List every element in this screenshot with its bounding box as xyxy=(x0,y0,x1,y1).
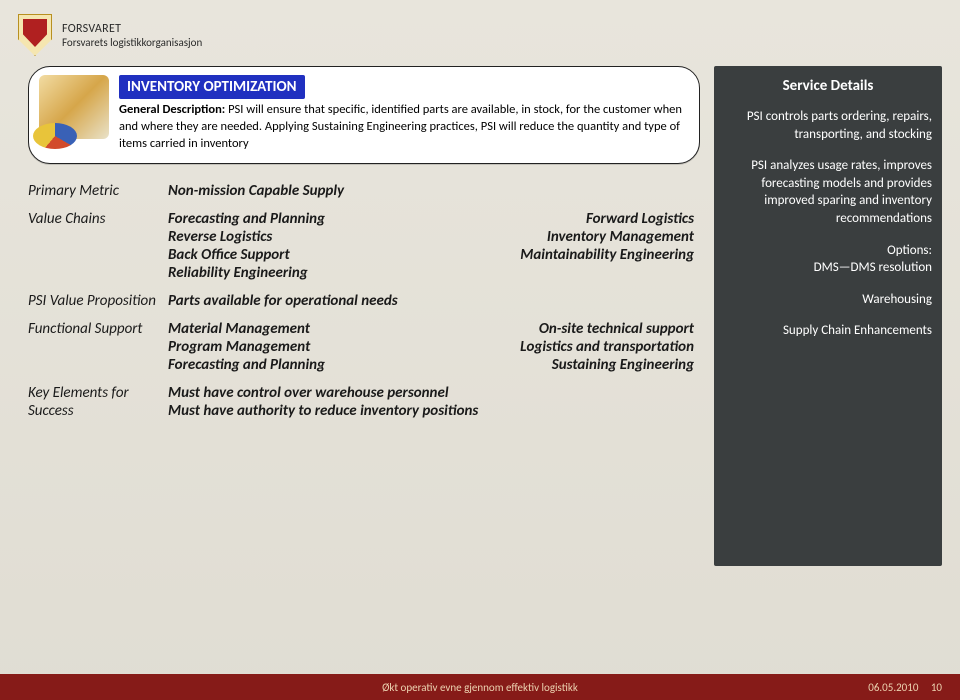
callout-thumbnail xyxy=(39,75,109,139)
functional-list: Material Management On-site technical sup… xyxy=(168,320,700,374)
sidebar-title: Service Details xyxy=(724,76,932,96)
sidebar: Service Details PSI controls parts order… xyxy=(714,66,942,566)
fn-1-r: Logistics and transportation xyxy=(520,338,694,356)
vc-0-r: Forward Logistics xyxy=(586,210,694,228)
header-text: FORSVARET Forsvarets logistikkorganisasj… xyxy=(62,22,202,49)
sidebar-p2: PSI analyzes usage rates, improves forec… xyxy=(724,157,932,227)
vc-2-r: Maintainability Engineering xyxy=(520,246,694,264)
callout-title: INVENTORY OPTIMIZATION xyxy=(119,75,305,99)
vc-2-l: Back Office Support xyxy=(168,246,290,264)
sidebar-p1: PSI controls parts ordering, repairs, tr… xyxy=(724,108,932,143)
callout-box: INVENTORY OPTIMIZATION General Descripti… xyxy=(28,66,700,164)
row-primary-metric: Primary Metric Non-mission Capable Suppl… xyxy=(18,178,700,206)
callout-label: General Description: xyxy=(119,102,225,117)
fn-0-r: On-site technical support xyxy=(539,320,694,338)
sidebar-opt3: Supply Chain Enhancements xyxy=(724,322,932,340)
key-line-2: Must have authority to reduce inventory … xyxy=(168,402,700,420)
footer-date: 06.05.2010 xyxy=(868,681,918,694)
shield-logo xyxy=(18,14,52,56)
sidebar-options: Options: DMS—DMS resolution xyxy=(724,242,932,277)
footer-right: 06.05.2010 10 xyxy=(868,681,942,694)
org-name-2: Forsvarets logistikkorganisasjon xyxy=(62,36,202,49)
content: INVENTORY OPTIMIZATION General Descripti… xyxy=(0,62,960,566)
callout-text: INVENTORY OPTIMIZATION General Descripti… xyxy=(119,75,689,153)
label-key: Key Elements for Success xyxy=(28,384,168,420)
row-key-elements: Key Elements for Success Must have contr… xyxy=(18,380,700,426)
label-psi-value: PSI Value Proposition xyxy=(28,292,168,310)
org-name-1: FORSVARET xyxy=(62,22,202,36)
sidebar-opt2: Warehousing xyxy=(724,291,932,309)
vc-1-r: Inventory Management xyxy=(547,228,694,246)
fn-1-l: Program Management xyxy=(168,338,310,356)
info-table: Primary Metric Non-mission Capable Suppl… xyxy=(18,178,700,426)
key-list: Must have control over warehouse personn… xyxy=(168,384,700,420)
row-value-chains: Value Chains Forecasting and PlanningFor… xyxy=(18,206,700,288)
value-psi-value: Parts available for operational needs xyxy=(168,292,700,310)
key-line-1: Must have control over warehouse personn… xyxy=(168,384,700,402)
callout-body: General Description: PSI will ensure tha… xyxy=(119,102,689,153)
label-functional: Functional Support xyxy=(28,320,168,374)
footer-center: Økt operativ evne gjennom effektiv logis… xyxy=(382,681,578,694)
fn-2-r: Sustaining Engineering xyxy=(552,356,694,374)
label-value-chains: Value Chains xyxy=(28,210,168,282)
value-chains-list: Forecasting and Planning Forward Logistic… xyxy=(168,210,700,282)
footer: Økt operativ evne gjennom effektiv logis… xyxy=(0,674,960,700)
fn-2-l: Forecasting and Planning xyxy=(168,356,325,374)
header: FORSVARET Forsvarets logistikkorganisasj… xyxy=(0,0,960,62)
row-functional: Functional Support Material Management On… xyxy=(18,316,700,380)
sidebar-opt-label: Options: xyxy=(887,243,932,258)
vc-0-l: Forecasting and Planning xyxy=(168,210,325,228)
footer-page: 10 xyxy=(931,681,942,694)
left-column: INVENTORY OPTIMIZATION General Descripti… xyxy=(18,66,700,566)
fn-0-l: Material Management xyxy=(168,320,310,338)
vc-last: Reliability Engineering xyxy=(168,264,700,282)
sidebar-opt1: DMS—DMS resolution xyxy=(814,260,932,275)
row-psi-value: PSI Value Proposition Parts available fo… xyxy=(18,288,700,316)
label-primary: Primary Metric xyxy=(28,182,168,200)
vc-1-l: Reverse Logistics xyxy=(168,228,272,246)
value-primary: Non-mission Capable Supply xyxy=(168,182,700,200)
